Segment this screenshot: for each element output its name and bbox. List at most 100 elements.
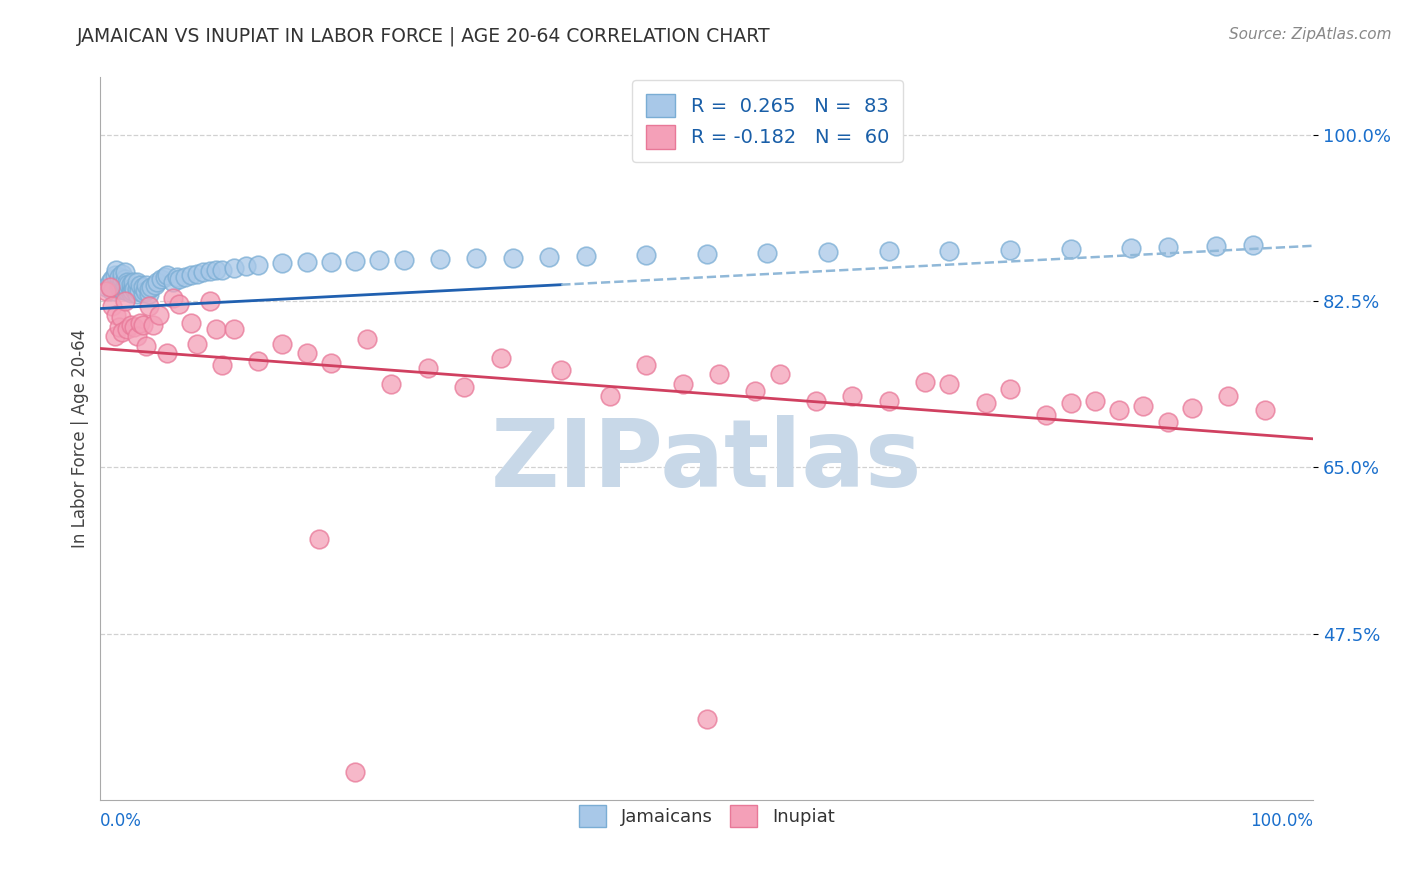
Point (105, 308, 128, 322)
Point (1254, 403, 1277, 417)
Point (111, 272, 134, 286)
Point (167, 297, 190, 311)
Point (380, 376, 402, 391)
Point (167, 272, 190, 286)
Point (107, 279, 129, 293)
Point (110, 310, 132, 324)
Point (222, 322, 245, 336)
Point (974, 395, 997, 409)
Point (841, 389, 863, 403)
Point (124, 319, 146, 334)
Point (112, 283, 135, 297)
Point (104, 268, 127, 283)
Point (204, 262, 226, 277)
Point (696, 247, 718, 261)
Point (295, 346, 318, 360)
Point (141, 318, 163, 332)
Point (998, 383, 1021, 397)
Point (117, 277, 139, 291)
Point (877, 244, 900, 259)
Point (132, 318, 155, 332)
Point (141, 279, 163, 293)
Point (938, 244, 960, 258)
Point (135, 338, 157, 352)
Point (1035, 408, 1057, 422)
Point (222, 260, 245, 275)
Point (247, 354, 270, 368)
Point (1218, 389, 1240, 403)
Text: JAMAICAN VS INUPIAT IN LABOR FORCE | AGE 20-64 CORRELATION CHART: JAMAICAN VS INUPIAT IN LABOR FORCE | AGE… (77, 27, 770, 46)
Point (121, 285, 143, 299)
Point (125, 282, 148, 296)
Point (804, 393, 827, 408)
Point (101, 285, 124, 299)
Point (707, 367, 730, 381)
Point (115, 279, 138, 293)
Point (114, 277, 136, 291)
Point (429, 252, 451, 266)
Point (538, 250, 561, 264)
Point (768, 367, 790, 381)
Point (599, 389, 621, 403)
Point (465, 251, 488, 265)
Point (138, 282, 160, 296)
Point (1181, 401, 1204, 416)
Point (453, 379, 475, 393)
Point (162, 275, 184, 289)
Point (1241, 237, 1264, 252)
Point (162, 291, 184, 305)
Point (574, 249, 596, 263)
Point (1060, 242, 1083, 256)
Point (1157, 415, 1180, 429)
Legend: Jamaicans, Inupiat: Jamaicans, Inupiat (572, 798, 842, 835)
Point (134, 285, 156, 299)
Point (125, 329, 148, 343)
Point (122, 275, 145, 289)
Point (368, 253, 391, 268)
Point (110, 282, 132, 296)
Point (98, 279, 121, 293)
Point (271, 256, 294, 270)
Point (344, 764, 367, 779)
Point (111, 326, 134, 340)
Point (938, 376, 960, 391)
Point (180, 268, 202, 283)
Point (295, 255, 318, 269)
Point (1108, 403, 1130, 417)
Y-axis label: In Labor Force | Age 20-64: In Labor Force | Age 20-64 (72, 329, 89, 549)
Point (198, 264, 221, 278)
Point (319, 356, 342, 370)
Text: ZIPatlas: ZIPatlas (491, 415, 922, 507)
Point (914, 375, 936, 389)
Point (122, 279, 145, 293)
Point (120, 282, 142, 296)
Point (156, 346, 179, 360)
Point (186, 268, 208, 282)
Point (180, 316, 202, 330)
Point (148, 308, 170, 322)
Point (135, 277, 157, 292)
Point (998, 243, 1021, 257)
Point (636, 248, 658, 262)
Point (132, 286, 155, 301)
Text: 100.0%: 100.0% (1250, 812, 1313, 830)
Point (111, 268, 134, 282)
Point (671, 376, 693, 391)
Point (120, 318, 142, 332)
Point (115, 275, 138, 289)
Point (416, 360, 439, 375)
Point (1084, 393, 1107, 408)
Point (550, 363, 572, 377)
Point (96, 279, 118, 293)
Point (107, 319, 129, 334)
Point (204, 322, 226, 336)
Point (153, 270, 176, 285)
Point (105, 262, 128, 277)
Point (124, 282, 146, 296)
Point (636, 358, 658, 372)
Point (696, 712, 718, 726)
Point (101, 299, 124, 313)
Point (1060, 395, 1083, 409)
Point (114, 272, 136, 286)
Point (114, 282, 136, 296)
